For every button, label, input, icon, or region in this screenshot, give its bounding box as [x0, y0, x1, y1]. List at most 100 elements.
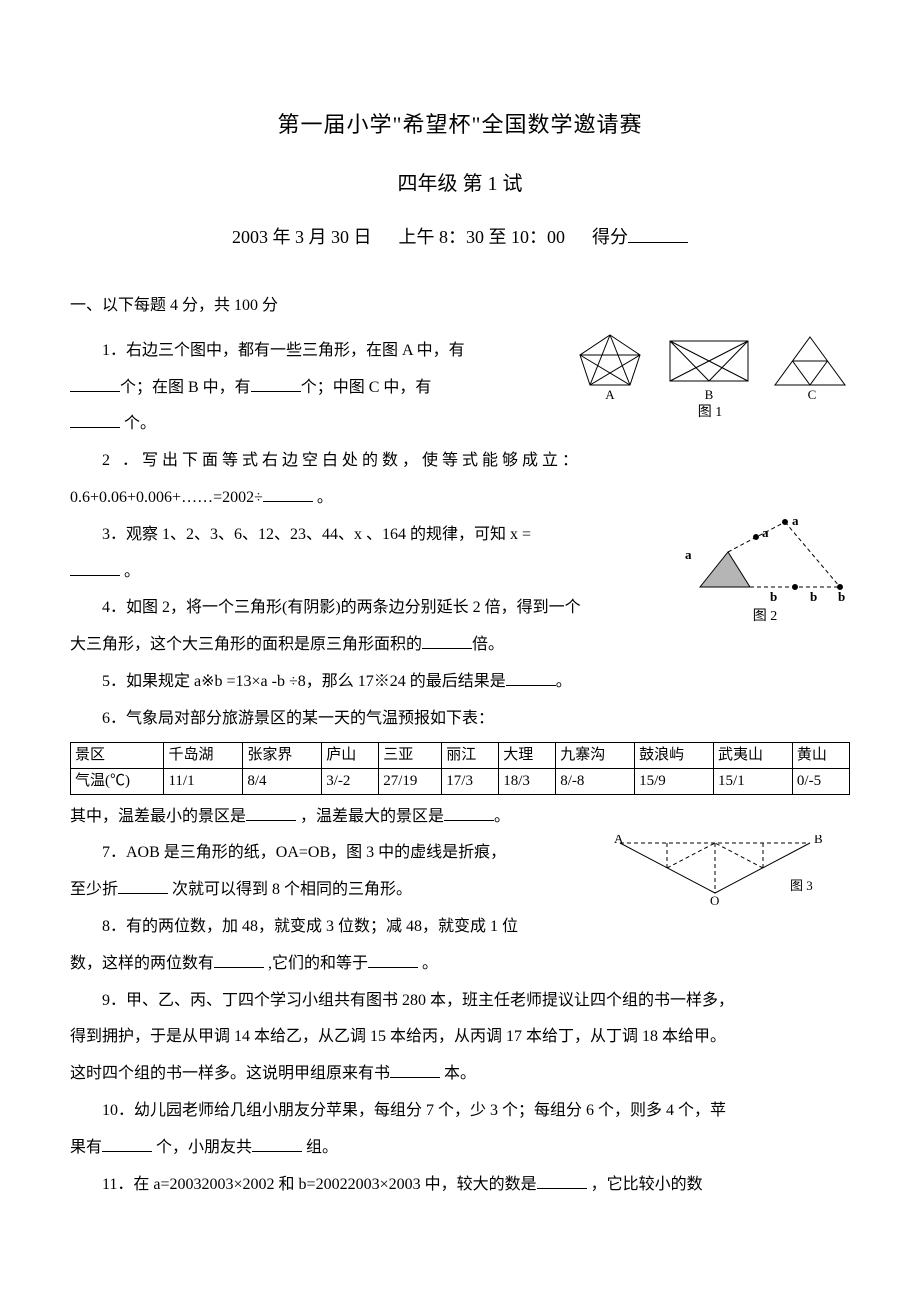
weather-table: 景区 千岛湖 张家界 庐山 三亚 丽江 大理 九寨沟 鼓浪屿 武夷山 黄山 气温…	[70, 742, 850, 795]
svg-text:b: b	[810, 589, 817, 604]
q8-line2: 数，这样的两位数有 ,它们的和等于 。	[70, 946, 850, 983]
q3-blank	[70, 559, 120, 576]
q8-t1: 数，这样的两位数有	[70, 955, 214, 972]
row-label-temp: 气温(℃)	[71, 768, 164, 794]
page-title: 第一届小学"希望杯"全国数学邀请赛	[70, 100, 850, 151]
q1-t4: 个。	[124, 415, 156, 432]
q6-blank1	[246, 804, 296, 821]
val-1: 8/4	[243, 768, 322, 794]
svg-text:b: b	[770, 589, 777, 604]
q9-t2: 本。	[440, 1065, 476, 1082]
q9-blank	[390, 1061, 440, 1078]
figure-3-label: 图 3	[790, 878, 813, 893]
q2-line2: 0.6+0.06+0.006+……=2002÷ 。	[70, 480, 850, 517]
q5: 5．如果规定 a※b =13×a -b ÷8，那么 17※24 的最后结果是 。	[70, 664, 850, 701]
val-6: 8/-8	[556, 768, 635, 794]
col-6: 九寨沟	[556, 742, 635, 768]
q6-after: 其中，温差最小的景区是 ，温差最大的景区是 。	[70, 799, 850, 836]
q10-t2: 个，小朋友共	[152, 1139, 252, 1156]
q5-blank	[506, 669, 556, 686]
q7-t2: 次就可以得到 8 个相同的三角形。	[168, 881, 412, 898]
figure-2-label: 图 2	[680, 607, 850, 627]
table-row-header: 景区 千岛湖 张家界 庐山 三亚 丽江 大理 九寨沟 鼓浪屿 武夷山 黄山	[71, 742, 850, 768]
q10-t3: 组。	[302, 1139, 338, 1156]
q1-t2: 个；在图 B 中，有	[120, 379, 251, 396]
score-blank	[628, 224, 688, 243]
q5-t1: 5．如果规定 a※b =13×a -b ÷8，那么 17※24 的最后结果是	[102, 673, 506, 690]
q7-blank	[118, 877, 168, 894]
q9-line3: 这时四个组的书一样多。这说明甲组原来有书 本。	[70, 1056, 850, 1093]
q1-t1: 1．右边三个图中，都有一些三角形，在图 A 中，有	[102, 342, 465, 359]
q1-blank3	[70, 411, 120, 428]
q8-t2: ,它们的和等于	[264, 955, 368, 972]
svg-text:b: b	[838, 589, 845, 604]
q11-blank	[537, 1172, 587, 1189]
val-4: 17/3	[442, 768, 499, 794]
figure-2: a a a b b b 图 2	[680, 517, 850, 627]
col-2: 庐山	[322, 742, 379, 768]
q10-blank2	[252, 1135, 302, 1152]
table-row-values: 气温(℃) 11/1 8/4 3/-2 27/19 17/3 18/3 8/-8…	[71, 768, 850, 794]
q8-blank1	[214, 951, 264, 968]
val-8: 15/1	[714, 768, 793, 794]
figure-3: A B O 图 3	[610, 835, 850, 905]
svg-text:a: a	[685, 547, 692, 562]
exam-time: 上午 8：30 至 10：00	[399, 227, 566, 247]
q1-t3: 个；中图 C 中，有	[301, 379, 432, 396]
q10-line2: 果有 个，小朋友共 组。	[70, 1130, 850, 1167]
q11-line1: 11．在 a=20032003×2002 和 b=20022003×2003 中…	[70, 1167, 850, 1204]
fig1-label-b: B	[705, 387, 714, 402]
q6-ta: 其中，温差最小的景区是	[70, 808, 246, 825]
col-1: 张家界	[243, 742, 322, 768]
section-heading: 一、以下每题 4 分，共 100 分	[70, 288, 850, 325]
svg-text:a: a	[792, 517, 799, 528]
svg-text:O: O	[710, 893, 719, 905]
svg-text:a: a	[762, 525, 769, 540]
q2-t2: 。	[313, 489, 333, 506]
col-0: 千岛湖	[164, 742, 243, 768]
q11-t1: 11．在 a=20032003×2002 和 b=20022003×2003 中…	[102, 1176, 537, 1193]
col-8: 武夷山	[714, 742, 793, 768]
q7-t1: 至少折	[70, 881, 118, 898]
score-label: 得分	[592, 227, 628, 247]
val-2: 3/-2	[322, 768, 379, 794]
row-label-region: 景区	[71, 742, 164, 768]
q10-blank1	[102, 1135, 152, 1152]
q6-intro: 6．气象局对部分旅游景区的某一天的气温预报如下表：	[70, 701, 850, 738]
q6-tc: 。	[494, 808, 510, 825]
q8-line1: 8．有的两位数，加 48，就变成 3 位数；减 48，就变成 1 位	[70, 909, 850, 946]
figure-1-label: 图 1	[570, 403, 850, 423]
col-5: 大理	[499, 742, 556, 768]
q4-line2: 大三角形，这个大三角形的面积是原三角形面积的倍。	[70, 627, 850, 664]
val-7: 15/9	[635, 768, 714, 794]
val-3: 27/19	[379, 768, 442, 794]
val-0: 11/1	[164, 768, 243, 794]
q10-t1: 果有	[70, 1139, 102, 1156]
q5-t2: 。	[556, 673, 572, 690]
fig1-label-a: A	[605, 387, 615, 402]
q9-line1: 9．甲、乙、丙、丁四个学习小组共有图书 280 本，班主任老师提议让四个组的书一…	[70, 983, 850, 1020]
q11-t2: ，它比较小的数	[587, 1176, 703, 1193]
q2-t1: 0.6+0.06+0.006+……=2002÷	[70, 489, 263, 506]
q1-blank1	[70, 375, 120, 392]
exam-dateline: 2003 年 3 月 30 日 上午 8：30 至 10：00 得分	[70, 217, 850, 258]
col-4: 丽江	[442, 742, 499, 768]
q6-tb: ，温差最大的景区是	[296, 808, 444, 825]
col-9: 黄山	[792, 742, 849, 768]
q4-blank	[422, 632, 472, 649]
col-7: 鼓浪屿	[635, 742, 714, 768]
q10-line1: 10．幼儿园老师给几组小朋友分苹果，每组分 7 个，少 3 个；每组分 6 个，…	[70, 1093, 850, 1130]
page-subtitle: 四年级 第 1 试	[70, 161, 850, 207]
col-3: 三亚	[379, 742, 442, 768]
q4-t2: 倍。	[472, 636, 504, 653]
val-9: 0/-5	[792, 768, 849, 794]
q8-blank2	[368, 951, 418, 968]
q8-t3: 。	[418, 955, 438, 972]
svg-text:B: B	[814, 835, 823, 846]
q9-t1: 这时四个组的书一样多。这说明甲组原来有书	[70, 1065, 390, 1082]
q9-line2: 得到拥护，于是从甲调 14 本给乙，从乙调 15 本给丙，从丙调 17 本给丁，…	[70, 1019, 850, 1056]
fig1-label-c: C	[808, 387, 817, 402]
q2-line1: 2 ．写出下面等式右边空白处的数，使等式能够成立：	[70, 443, 850, 480]
svg-text:A: A	[614, 835, 624, 846]
q3-t2: 。	[120, 563, 140, 580]
